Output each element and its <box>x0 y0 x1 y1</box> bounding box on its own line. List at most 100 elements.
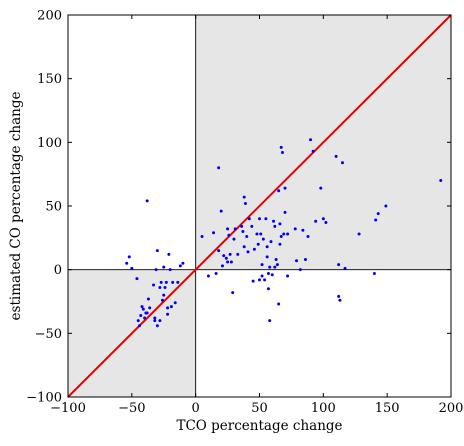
data-point <box>163 285 167 289</box>
x-axis-ticks: −100 −50 0 50 100 150 200 <box>50 15 463 416</box>
data-point <box>155 249 159 253</box>
data-point <box>314 219 318 223</box>
data-point <box>231 291 235 295</box>
data-point <box>171 280 175 284</box>
data-point <box>154 268 158 272</box>
y-tick-label: 100 <box>37 136 62 151</box>
data-point <box>309 138 313 142</box>
data-point <box>266 271 270 275</box>
data-point <box>130 266 134 270</box>
data-point <box>141 307 145 311</box>
data-point <box>279 235 283 239</box>
data-point <box>269 240 273 244</box>
y-tick-label: 150 <box>37 72 62 87</box>
data-point <box>155 324 159 328</box>
data-point <box>261 237 265 241</box>
data-point <box>255 232 259 236</box>
data-point <box>162 265 166 269</box>
data-point <box>167 252 171 256</box>
data-point <box>240 224 244 228</box>
data-point <box>158 285 162 289</box>
data-point <box>265 255 269 259</box>
data-point <box>148 306 152 310</box>
data-point <box>252 247 256 251</box>
data-point <box>266 287 270 291</box>
data-point <box>217 166 221 170</box>
data-point <box>212 231 216 235</box>
y-axis-ticks: −100 −50 0 50 100 150 200 <box>26 9 451 406</box>
data-point <box>275 263 279 267</box>
data-point <box>277 302 281 306</box>
data-point <box>337 263 341 267</box>
data-point <box>164 280 168 284</box>
data-point <box>162 293 166 297</box>
data-point <box>220 264 224 268</box>
data-point <box>282 232 286 236</box>
data-point <box>143 316 147 320</box>
x-axis-label: TCO percentage change <box>176 418 342 434</box>
data-point <box>140 305 144 309</box>
data-point <box>145 311 149 315</box>
data-point <box>243 201 247 205</box>
data-point <box>166 306 170 310</box>
data-point <box>265 245 269 249</box>
data-point <box>145 199 149 203</box>
data-point <box>303 257 307 261</box>
x-tick-label: −50 <box>118 401 145 416</box>
data-point <box>258 278 261 282</box>
data-point <box>251 279 255 283</box>
data-point <box>159 280 163 284</box>
data-point <box>301 228 305 232</box>
data-point <box>246 250 250 254</box>
data-point <box>343 266 347 270</box>
data-point <box>153 319 157 323</box>
data-point <box>219 209 223 213</box>
data-point <box>340 161 344 165</box>
data-point <box>178 264 182 268</box>
data-point <box>334 154 338 158</box>
data-point <box>306 235 310 239</box>
data-point <box>260 263 264 267</box>
x-tick-label: −100 <box>50 401 86 416</box>
data-point <box>214 271 218 275</box>
data-point <box>169 305 173 309</box>
data-point <box>270 273 274 277</box>
data-point <box>242 245 246 249</box>
data-point <box>233 227 237 231</box>
data-point <box>224 256 228 260</box>
data-point <box>242 195 246 199</box>
y-tick-label: 200 <box>37 9 62 24</box>
data-point <box>241 229 245 233</box>
data-point <box>268 319 272 323</box>
data-point <box>372 271 376 275</box>
data-point <box>229 260 233 264</box>
y-tick-label: −50 <box>35 327 62 342</box>
data-point <box>439 179 443 183</box>
data-point <box>278 242 282 246</box>
data-point <box>236 252 240 256</box>
data-point <box>311 149 315 153</box>
data-point <box>153 316 157 320</box>
data-point <box>168 268 172 272</box>
data-point <box>227 233 231 237</box>
x-tick-label: 0 <box>192 401 200 416</box>
data-point <box>278 222 282 226</box>
data-point <box>166 312 170 316</box>
data-point <box>232 237 236 241</box>
data-point <box>245 235 249 239</box>
data-point <box>258 217 261 221</box>
identity-line <box>67 14 452 398</box>
y-tick-label: 0 <box>54 263 62 278</box>
data-point <box>263 278 267 282</box>
data-point <box>283 186 287 190</box>
y-tick-label: 50 <box>45 200 62 215</box>
data-point <box>136 319 140 323</box>
data-point <box>319 186 323 190</box>
data-point <box>277 189 281 193</box>
data-point <box>376 212 380 216</box>
data-point <box>137 324 141 328</box>
y-tick-label: −100 <box>26 391 62 406</box>
data-point <box>200 235 204 239</box>
data-point <box>272 219 276 223</box>
data-point <box>357 232 361 236</box>
